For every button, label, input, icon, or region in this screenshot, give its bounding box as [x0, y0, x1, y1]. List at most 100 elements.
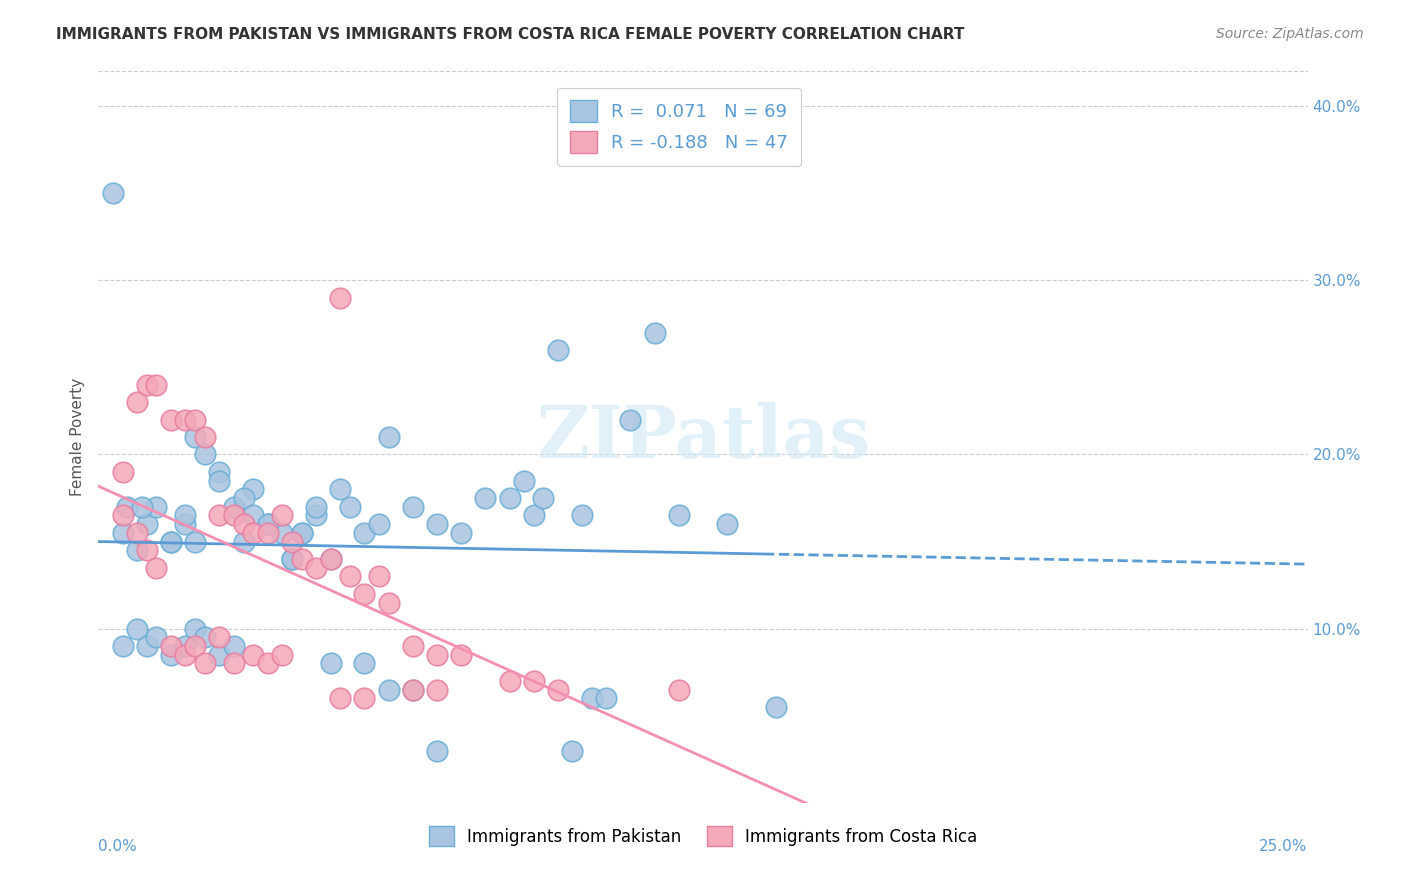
Point — [160, 412, 183, 426]
Point — [135, 639, 157, 653]
Point — [135, 543, 157, 558]
Point — [127, 395, 149, 409]
Point — [222, 657, 245, 671]
Text: 0.0%: 0.0% — [98, 839, 138, 855]
Point — [339, 500, 361, 514]
Point — [281, 534, 304, 549]
Point — [256, 517, 278, 532]
Point — [160, 639, 183, 653]
Point — [595, 691, 617, 706]
Point — [402, 639, 425, 653]
Point — [127, 622, 149, 636]
Point — [319, 657, 342, 671]
Point — [271, 525, 294, 540]
Point — [111, 508, 134, 523]
Point — [194, 430, 217, 444]
Point — [368, 517, 391, 532]
Point — [765, 700, 787, 714]
Point — [305, 560, 328, 574]
Point — [523, 673, 546, 688]
Point — [208, 508, 231, 523]
Point — [111, 525, 134, 540]
Text: 25.0%: 25.0% — [1260, 839, 1308, 855]
Point — [668, 508, 690, 523]
Point — [194, 631, 217, 645]
Point — [290, 525, 312, 540]
Point — [426, 648, 449, 662]
Point — [256, 525, 278, 540]
Point — [194, 448, 217, 462]
Point — [232, 517, 254, 532]
Point — [329, 691, 352, 706]
Point — [305, 508, 328, 523]
Point — [271, 508, 294, 523]
Point — [145, 631, 167, 645]
Text: ZIPatlas: ZIPatlas — [536, 401, 870, 473]
Point — [426, 517, 449, 532]
Point — [131, 500, 153, 514]
Point — [145, 377, 167, 392]
Point — [111, 639, 134, 653]
Point — [174, 639, 197, 653]
Point — [194, 657, 217, 671]
Point — [644, 326, 666, 340]
Legend: Immigrants from Pakistan, Immigrants from Costa Rica: Immigrants from Pakistan, Immigrants fro… — [422, 820, 984, 853]
Point — [174, 412, 197, 426]
Point — [305, 500, 328, 514]
Point — [222, 500, 245, 514]
Point — [222, 639, 245, 653]
Point — [377, 595, 399, 609]
Point — [353, 691, 375, 706]
Point — [135, 517, 157, 532]
Point — [208, 648, 231, 662]
Y-axis label: Female Poverty: Female Poverty — [69, 378, 84, 496]
Point — [145, 560, 167, 574]
Point — [184, 430, 207, 444]
Point — [127, 543, 149, 558]
Point — [174, 648, 197, 662]
Point — [450, 648, 472, 662]
Point — [184, 534, 207, 549]
Point — [402, 500, 425, 514]
Point — [450, 525, 472, 540]
Point — [290, 552, 312, 566]
Point — [127, 525, 149, 540]
Point — [160, 534, 183, 549]
Point — [208, 631, 231, 645]
Point — [242, 525, 264, 540]
Point — [117, 500, 139, 514]
Point — [145, 500, 167, 514]
Point — [174, 517, 197, 532]
Point — [208, 474, 231, 488]
Point — [242, 648, 264, 662]
Point — [531, 491, 554, 505]
Point — [561, 743, 583, 757]
Point — [319, 552, 342, 566]
Point — [101, 186, 124, 201]
Point — [402, 682, 425, 697]
Point — [281, 552, 304, 566]
Point — [619, 412, 641, 426]
Point — [184, 639, 207, 653]
Point — [377, 682, 399, 697]
Point — [256, 517, 278, 532]
Point — [256, 657, 278, 671]
Point — [281, 552, 304, 566]
Point — [716, 517, 738, 532]
Point — [426, 743, 449, 757]
Point — [474, 491, 496, 505]
Point — [232, 534, 254, 549]
Text: Source: ZipAtlas.com: Source: ZipAtlas.com — [1216, 27, 1364, 41]
Point — [319, 552, 342, 566]
Point — [242, 483, 264, 497]
Point — [571, 508, 593, 523]
Point — [368, 569, 391, 583]
Point — [232, 491, 254, 505]
Point — [498, 673, 520, 688]
Point — [523, 508, 546, 523]
Point — [581, 691, 603, 706]
Point — [377, 430, 399, 444]
Point — [184, 622, 207, 636]
Point — [513, 474, 536, 488]
Point — [111, 465, 134, 479]
